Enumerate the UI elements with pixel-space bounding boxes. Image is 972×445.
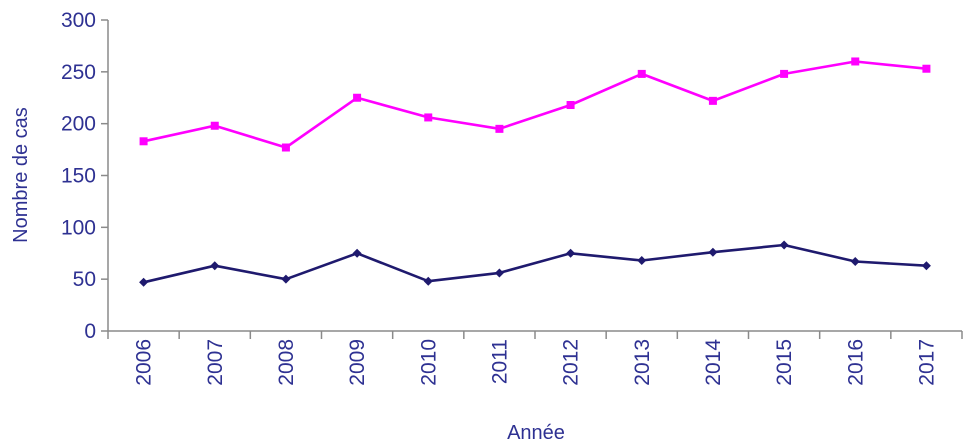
- data-point: [780, 69, 789, 78]
- data-series: [139, 57, 931, 287]
- y-tick-label: 100: [61, 216, 96, 239]
- data-point: [281, 274, 291, 284]
- data-point: [921, 261, 931, 271]
- data-point: [566, 248, 576, 258]
- x-tick-label: 2012: [560, 339, 583, 386]
- data-point: [353, 93, 362, 102]
- y-tick-label: 150: [61, 165, 96, 188]
- data-point: [210, 121, 219, 130]
- data-point: [566, 101, 575, 110]
- x-tick-label: 2011: [488, 339, 511, 384]
- data-point: [352, 248, 362, 258]
- x-tick-label: 2015: [773, 339, 796, 386]
- data-point: [851, 57, 860, 66]
- data-point: [708, 96, 717, 105]
- x-tick-label: 2008: [275, 339, 298, 386]
- series-1: [139, 240, 931, 287]
- data-point: [423, 276, 433, 286]
- y-tick-label: 0: [84, 320, 96, 343]
- data-point: [637, 69, 646, 78]
- data-point: [779, 240, 789, 250]
- x-tick-label: 2014: [702, 339, 725, 386]
- y-tick-label: 50: [73, 268, 96, 291]
- y-tick-label: 250: [61, 61, 96, 84]
- x-tick-label: 2007: [204, 339, 227, 386]
- data-point: [424, 113, 433, 122]
- y-ticks: 0 50 100 150 200 250 300: [61, 9, 108, 343]
- x-ticks: 2006 2007 2008 2009 2010 2011 2012 2013 2014 2015…: [107, 331, 963, 386]
- series-line: [142, 60, 928, 149]
- x-tick-label: 2016: [844, 339, 867, 386]
- x-tick-label: 2017: [915, 339, 938, 386]
- data-point: [850, 257, 860, 267]
- data-point: [922, 64, 931, 73]
- data-point: [637, 256, 647, 266]
- y-tick-label: 300: [61, 9, 96, 32]
- data-point: [139, 137, 148, 146]
- series-line: [142, 243, 928, 284]
- x-tick-label: 2006: [133, 339, 156, 386]
- x-tick-label: 2009: [346, 339, 369, 386]
- series-0: [139, 57, 931, 152]
- x-axis-title: Année: [507, 422, 565, 444]
- x-tick-label: 2010: [417, 339, 440, 386]
- y-tick-label: 200: [61, 113, 96, 136]
- data-point: [495, 124, 504, 133]
- data-point: [281, 143, 290, 152]
- data-point: [494, 268, 504, 278]
- data-point: [139, 277, 149, 287]
- y-axis-title: Nombre de cas: [10, 107, 32, 243]
- data-point: [210, 261, 220, 271]
- axes: [107, 20, 962, 332]
- data-point: [708, 247, 718, 257]
- x-tick-label: 2013: [631, 339, 654, 386]
